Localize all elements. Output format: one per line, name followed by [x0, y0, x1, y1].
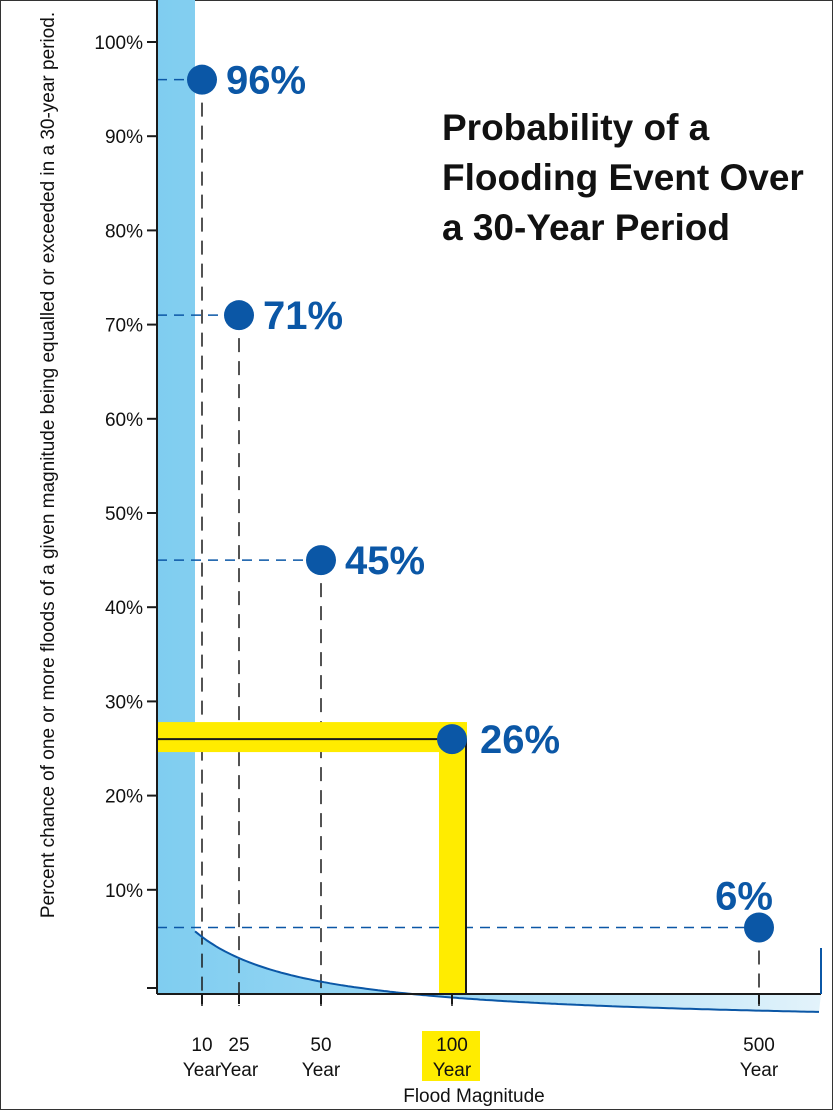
y-tick-label: 70%: [105, 316, 143, 337]
y-tick-label: 50%: [105, 504, 143, 525]
data-point: [437, 724, 467, 755]
probability-curve: [194, 930, 819, 1013]
highlight-horizontal-bar: [157, 722, 465, 753]
y-tick-label: 30%: [105, 692, 143, 713]
data-label: 45%: [345, 539, 425, 583]
x-tick-label: Year: [220, 1060, 259, 1081]
x-label-highlight: [422, 1031, 480, 1081]
highlight-vertical-bar: [439, 722, 467, 994]
x-tick-label: 50: [310, 1035, 331, 1056]
y-tick-label: 10%: [105, 881, 143, 902]
data-label: 6%: [715, 874, 773, 918]
x-tick-label: 10: [191, 1035, 212, 1056]
chart-title: Probability of a: [442, 107, 710, 148]
y-tick-label: 20%: [105, 787, 143, 808]
y-tick-label: 100%: [94, 33, 143, 54]
x-tick-label: 25: [228, 1035, 249, 1056]
x-tick-label: Year: [433, 1060, 472, 1081]
data-label: 26%: [480, 718, 560, 762]
data-point: [224, 300, 254, 331]
y-tick-label: 90%: [105, 127, 143, 148]
data-point: [187, 64, 217, 95]
data-point: [306, 545, 336, 576]
x-tick-label: Year: [740, 1060, 779, 1081]
y-tick-label: 80%: [105, 221, 143, 242]
curve-area: [157, 0, 821, 1012]
y-axis-title: Percent chance of one or more floods of …: [38, 12, 59, 918]
x-tick-label: 100: [436, 1035, 468, 1056]
y-tick-label: 40%: [105, 598, 143, 619]
chart-title: Flooding Event Over: [442, 157, 804, 198]
data-point: [744, 912, 774, 943]
x-tick-label: Year: [183, 1060, 222, 1081]
data-label: 96%: [226, 59, 306, 103]
x-axis-title: Flood Magnitude: [403, 1086, 545, 1107]
x-tick-label: Year: [302, 1060, 341, 1081]
y-tick-label: 60%: [105, 410, 143, 431]
chart-title: a 30-Year Period: [442, 207, 730, 248]
x-tick-label: 500: [743, 1035, 775, 1056]
data-label: 71%: [263, 294, 343, 338]
